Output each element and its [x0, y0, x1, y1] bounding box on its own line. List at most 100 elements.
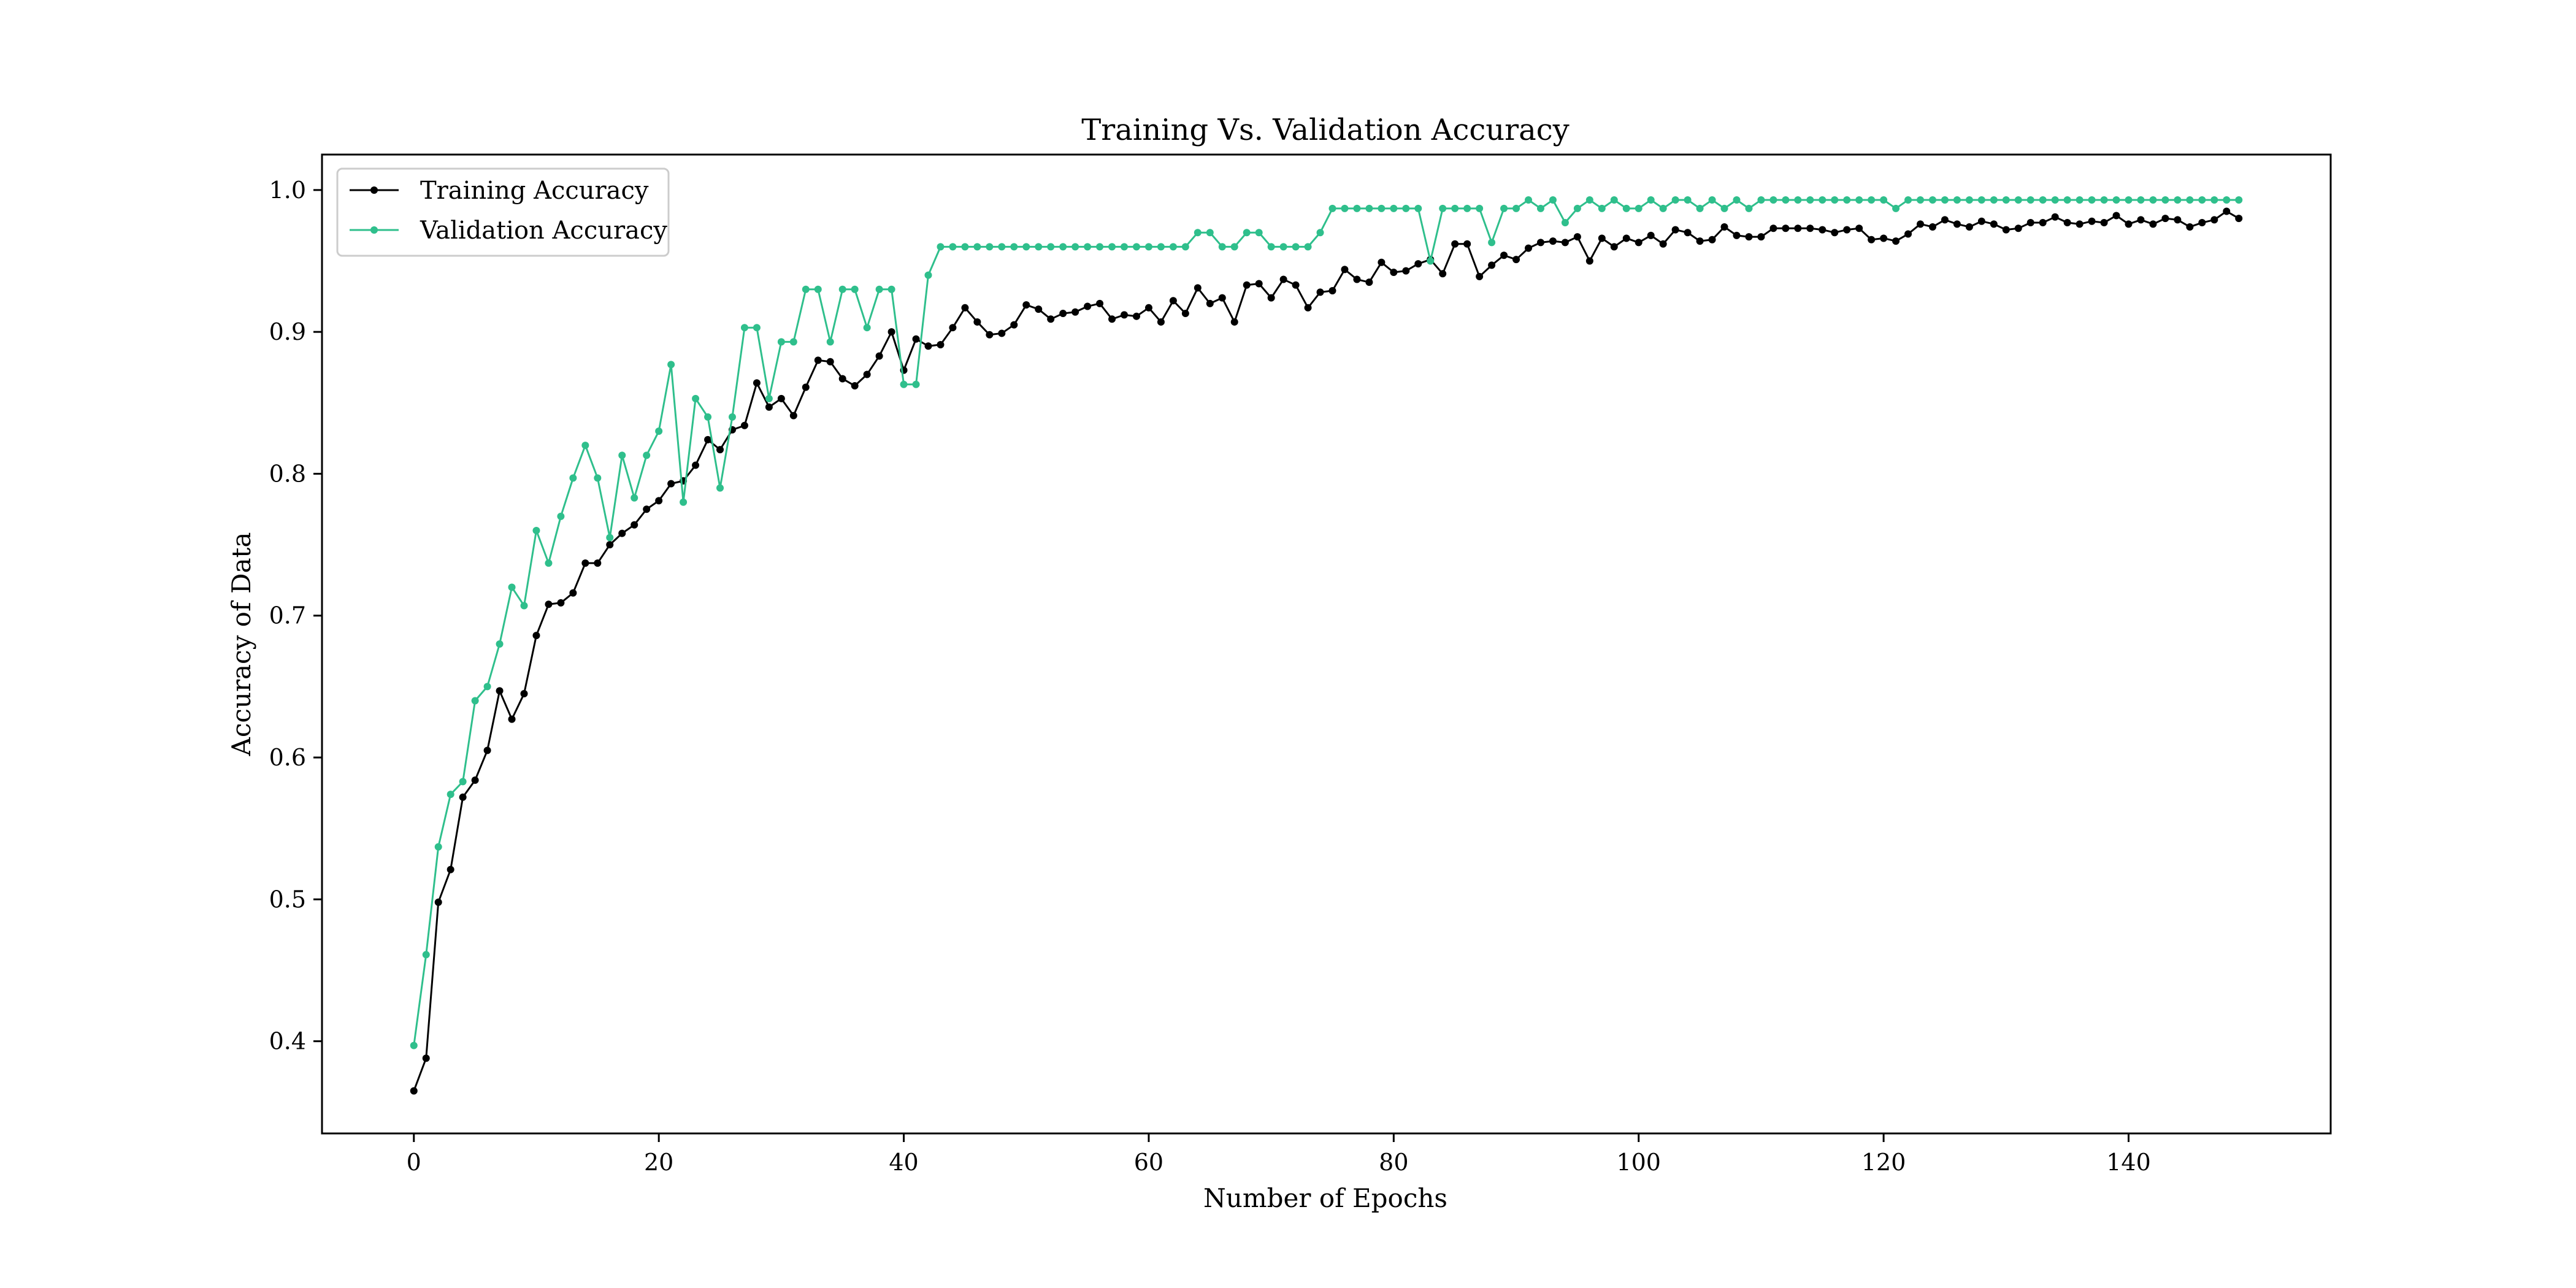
data-point-training-accuracy [1904, 230, 1912, 238]
data-point-validation-accuracy [1451, 204, 1459, 212]
data-point-training-accuracy [1169, 297, 1177, 305]
data-point-training-accuracy [1536, 239, 1544, 247]
data-point-training-accuracy [1965, 223, 1973, 231]
data-point-validation-accuracy [900, 380, 908, 388]
data-point-training-accuracy [483, 746, 491, 754]
data-point-validation-accuracy [1304, 243, 1312, 251]
data-point-training-accuracy [1941, 216, 1949, 224]
data-point-validation-accuracy [924, 271, 932, 279]
data-point-validation-accuracy [826, 338, 834, 346]
data-point-validation-accuracy [447, 791, 454, 799]
data-point-validation-accuracy [2125, 196, 2133, 204]
data-point-training-accuracy [789, 412, 797, 420]
data-point-validation-accuracy [1598, 204, 1606, 212]
data-point-training-accuracy [1304, 304, 1312, 312]
data-point-validation-accuracy [838, 285, 846, 293]
data-point-training-accuracy [2026, 219, 2034, 227]
data-point-validation-accuracy [887, 285, 895, 293]
data-point-training-accuracy [838, 375, 846, 383]
data-point-training-accuracy [1610, 243, 1618, 251]
data-point-training-accuracy [1255, 280, 1263, 288]
data-point-training-accuracy [1708, 236, 1716, 243]
data-point-validation-accuracy [949, 243, 957, 251]
data-point-training-accuracy [2014, 224, 2022, 232]
data-point-training-accuracy [1341, 266, 1349, 274]
data-point-training-accuracy [1917, 220, 1925, 228]
legend-label-validation: Validation Accuracy [420, 217, 667, 245]
data-point-validation-accuracy [1622, 204, 1630, 212]
data-point-training-accuracy [1071, 308, 1079, 316]
data-point-validation-accuracy [753, 324, 761, 332]
data-point-validation-accuracy [1610, 196, 1618, 204]
y-tick-label: 0.5 [269, 886, 306, 913]
data-point-training-accuracy [1378, 258, 1386, 266]
y-axis-label: Accuracy of Data [226, 532, 256, 757]
data-point-training-accuracy [692, 461, 700, 469]
data-point-validation-accuracy [2112, 196, 2120, 204]
y-tick-label: 0.9 [269, 318, 306, 345]
y-tick-label: 0.6 [269, 744, 306, 771]
data-point-training-accuracy [569, 589, 577, 597]
data-point-validation-accuracy [1635, 204, 1643, 212]
data-point-validation-accuracy [1414, 204, 1422, 212]
data-point-training-accuracy [2088, 217, 2096, 225]
data-point-validation-accuracy [1941, 196, 1949, 204]
data-point-training-accuracy [1573, 233, 1581, 241]
data-point-validation-accuracy [912, 380, 920, 388]
data-point-validation-accuracy [1255, 229, 1263, 237]
data-point-validation-accuracy [1831, 196, 1839, 204]
data-point-validation-accuracy [1157, 243, 1165, 251]
data-point-validation-accuracy [643, 451, 651, 459]
data-point-training-accuracy [1292, 281, 1300, 289]
data-point-validation-accuracy [618, 451, 626, 459]
data-point-validation-accuracy [483, 683, 491, 691]
data-point-training-accuracy [1230, 318, 1238, 326]
data-point-training-accuracy [1990, 220, 1998, 228]
data-point-validation-accuracy [1488, 239, 1496, 247]
data-point-training-accuracy [2186, 223, 2194, 231]
data-point-validation-accuracy [1525, 196, 1532, 204]
data-point-training-accuracy [1500, 251, 1508, 259]
series-line-training-accuracy [413, 210, 2239, 1092]
data-point-training-accuracy [1047, 315, 1055, 323]
data-point-validation-accuracy [569, 474, 577, 482]
data-point-training-accuracy [1757, 233, 1765, 241]
data-point-validation-accuracy [1390, 204, 1398, 212]
data-point-validation-accuracy [631, 494, 638, 502]
data-point-training-accuracy [459, 793, 467, 801]
data-point-training-accuracy [594, 559, 602, 567]
legend-box [336, 167, 670, 257]
y-tick-label: 0.8 [269, 460, 306, 487]
data-point-training-accuracy [937, 340, 945, 348]
data-point-training-accuracy [447, 865, 454, 873]
data-point-validation-accuracy [2026, 196, 2034, 204]
data-point-validation-accuracy [1181, 243, 1189, 251]
data-point-validation-accuracy [1757, 196, 1765, 204]
data-point-validation-accuracy [1990, 196, 1998, 204]
data-point-validation-accuracy [1243, 229, 1251, 237]
data-point-validation-accuracy [1892, 204, 1900, 212]
data-point-validation-accuracy [2235, 196, 2243, 204]
data-point-validation-accuracy [986, 243, 994, 251]
data-point-validation-accuracy [875, 285, 883, 293]
data-point-training-accuracy [1696, 237, 1704, 245]
data-point-training-accuracy [520, 689, 528, 697]
data-point-validation-accuracy [606, 534, 614, 542]
data-point-training-accuracy [434, 898, 442, 906]
data-point-training-accuracy [826, 358, 834, 366]
data-point-validation-accuracy [1561, 219, 1569, 227]
data-point-validation-accuracy [1659, 204, 1667, 212]
data-point-validation-accuracy [545, 559, 553, 567]
data-point-training-accuracy [973, 318, 981, 326]
data-point-training-accuracy [1035, 305, 1043, 313]
data-point-training-accuracy [606, 541, 614, 549]
x-tick-label: 100 [1616, 1149, 1661, 1176]
data-point-training-accuracy [1353, 275, 1361, 283]
data-point-validation-accuracy [1794, 196, 1802, 204]
data-point-training-accuracy [740, 421, 748, 429]
data-point-validation-accuracy [2063, 196, 2071, 204]
data-point-training-accuracy [1096, 299, 1104, 307]
data-point-training-accuracy [753, 379, 761, 387]
